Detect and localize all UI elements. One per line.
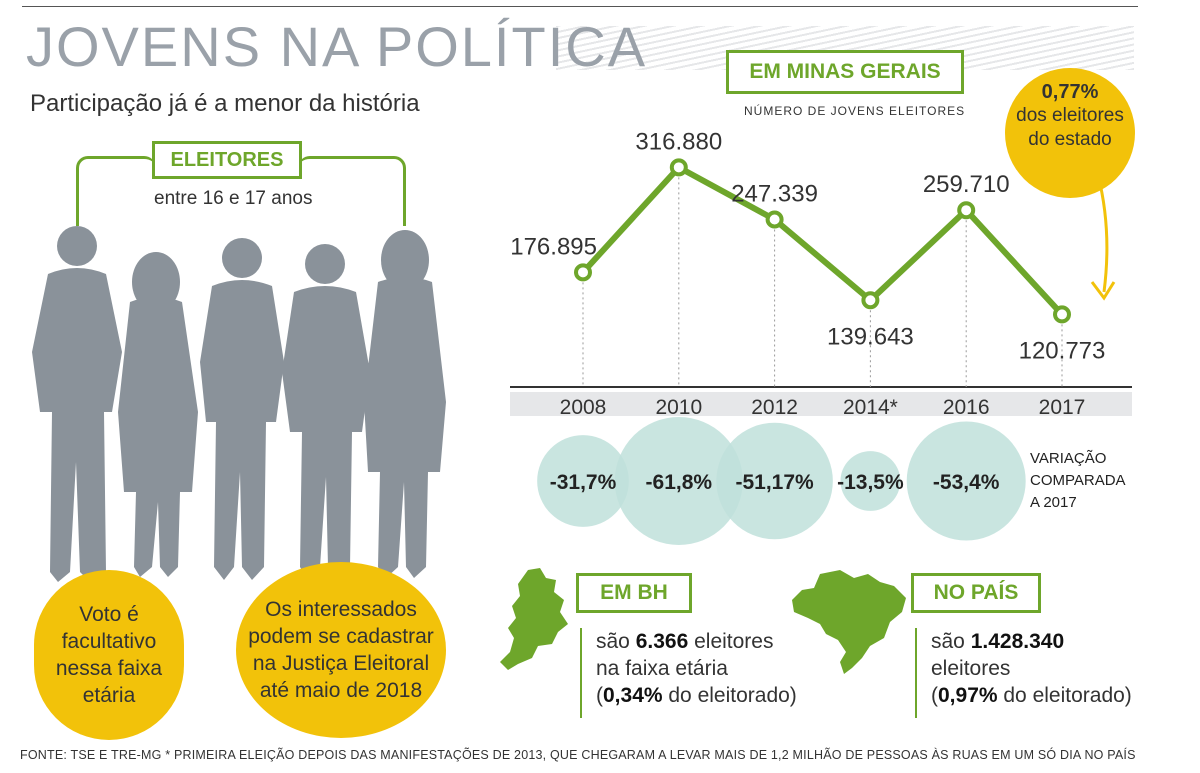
data-point-2014* (861, 291, 880, 310)
variation-bubble-2012 (716, 422, 833, 540)
arrow-head-icon (1090, 281, 1116, 301)
bh-map-icon (500, 568, 568, 670)
eleitores-label: ELEITORES (152, 141, 302, 179)
year-label-2014*: 2014* (843, 396, 898, 419)
bh-stats: são 6.366 eleitores na faixa etária (0,3… (580, 628, 797, 718)
pais-label: NO PAÍS (911, 573, 1041, 613)
variation-value-2010: -61,8% (646, 471, 713, 494)
data-point-2008 (574, 263, 592, 282)
value-label-2016: 259.710 (923, 171, 1010, 198)
data-point-2012 (765, 210, 784, 229)
chart-subtitle: NÚMERO DE JOVENS ELEITORES (744, 104, 966, 118)
state-share-text: dos eleitores do estado (1016, 105, 1124, 150)
brazil-map-icon (792, 570, 906, 674)
year-label-2008: 2008 (560, 396, 607, 419)
age-range-text: entre 16 e 17 anos (154, 188, 313, 209)
top-rule (22, 6, 1138, 7)
year-band (510, 392, 1132, 416)
variation-value-2008: -31,7% (550, 471, 617, 494)
data-point-2017 (1053, 305, 1071, 324)
bracket-left (76, 156, 156, 226)
variation-label-3: A 2017 (1030, 494, 1077, 511)
variation-label-2: COMPARADA (1030, 472, 1126, 489)
note-registration: Os interessados podem se cadastrar na Ju… (236, 562, 446, 738)
bh-label: EM BH (576, 573, 692, 613)
pais-line-3: (0,97% do eleitorado) (931, 684, 1132, 707)
footer-source-note: FONTE: TSE E TRE-MG * PRIMEIRA ELEIÇÃO D… (20, 748, 1136, 762)
bh-line-3: (0,34% do eleitorado) (596, 684, 797, 707)
data-point-2010 (669, 158, 688, 177)
data-point-2016 (957, 201, 976, 220)
note-optional-vote: Voto é facultativo nessa faixa etária (34, 570, 184, 740)
variation-bubble-2008 (537, 435, 629, 527)
state-share-badge: 0,77% dos eleitores do estado (1005, 68, 1135, 198)
variation-bubble-2010 (614, 417, 743, 545)
series-line (580, 164, 1065, 317)
year-label-2012: 2012 (751, 396, 798, 419)
note-registration-text: Os interessados podem se cadastrar na Ju… (248, 598, 434, 702)
pais-line-1: são 1.428.340 (931, 630, 1065, 653)
note-optional-vote-text: Voto é facultativo nessa faixa etária (55, 603, 163, 707)
variation-value-2016: -53,4% (933, 471, 1000, 494)
value-label-2012: 247.339 (731, 180, 818, 207)
pais-stats: são 1.428.340 eleitores (0,97% do eleito… (915, 628, 1132, 718)
variation-value-2014*: -13,5% (837, 471, 904, 494)
year-label-2016: 2016 (943, 396, 990, 419)
variation-label-1: VARIAÇÃO (1030, 450, 1107, 467)
variation-bubble-2016 (906, 421, 1026, 541)
minas-gerais-label: EM MINAS GERAIS (726, 50, 964, 94)
variation-value-2012: -51,17% (735, 471, 814, 494)
state-share-value: 0,77% (1041, 81, 1099, 103)
value-label-2014*: 139.643 (827, 323, 914, 350)
year-label-2010: 2010 (655, 396, 702, 419)
variation-label: VARIAÇÃO COMPARADA A 2017 (1030, 448, 1126, 514)
value-label-2008: 176.895 (510, 233, 597, 260)
bracket-right (298, 156, 406, 226)
arrow-icon (1096, 174, 1109, 293)
year-label-2017: 2017 (1039, 396, 1086, 419)
value-label-2017: 120.773 (1019, 337, 1106, 364)
people-silhouettes-icon (32, 226, 446, 582)
bh-line-2: na faixa etária (596, 657, 728, 680)
bh-line-1: são 6.366 eleitores (596, 630, 774, 653)
page-subtitle: Participação já é a menor da história (30, 90, 420, 117)
value-label-2010: 316.880 (635, 128, 722, 155)
variation-bubble-2014* (840, 451, 901, 511)
page-title: JOVENS NA POLÍTICA (26, 15, 648, 78)
pais-line-2: eleitores (931, 657, 1011, 680)
